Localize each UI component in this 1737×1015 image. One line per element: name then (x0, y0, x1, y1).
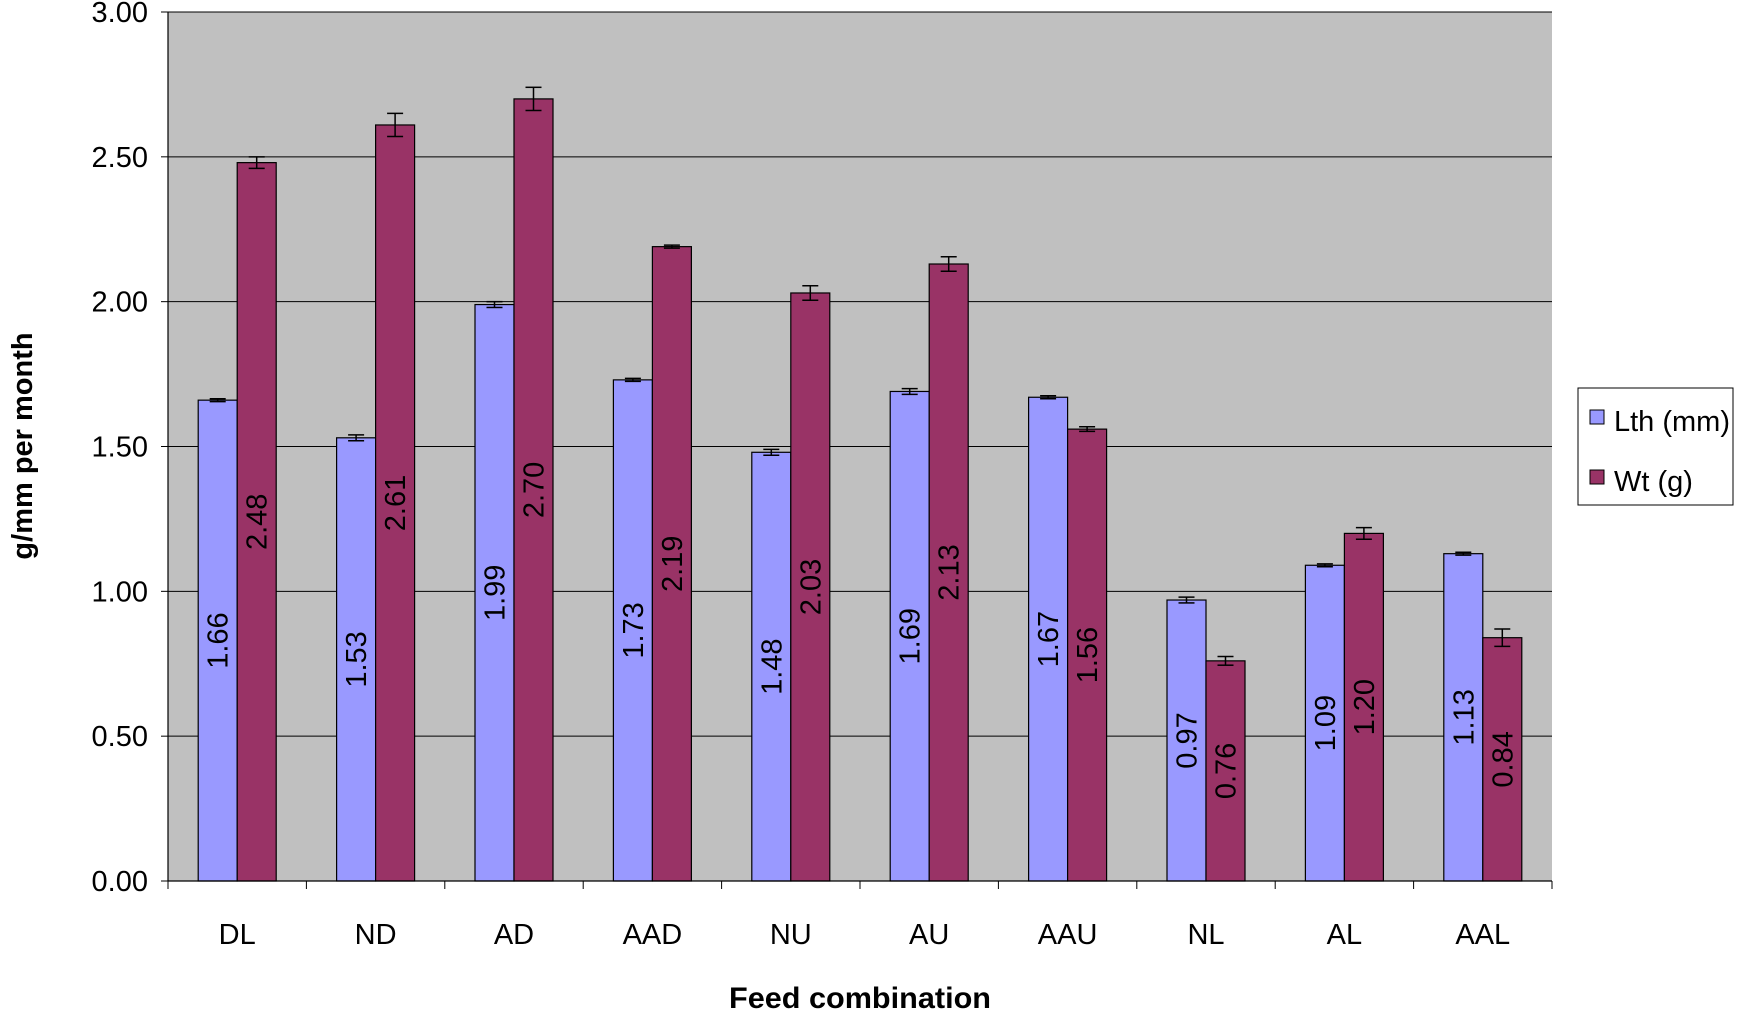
bar (751, 451, 792, 882)
data-label: 1.66 (203, 612, 235, 668)
data-label: 1.20 (1349, 679, 1381, 735)
bar (1027, 396, 1069, 882)
legend-swatch-lth (1589, 409, 1605, 425)
y-tick-label: 3.00 (92, 0, 148, 29)
bar (790, 292, 831, 882)
x-tick-label: AAL (1455, 919, 1510, 951)
data-label: 2.19 (657, 536, 689, 592)
data-label: 0.84 (1487, 731, 1519, 787)
data-label: 1.53 (341, 631, 373, 687)
data-label: 1.56 (1072, 627, 1104, 683)
data-label: 0.97 (1172, 712, 1204, 768)
bar (1482, 637, 1523, 882)
bar (474, 303, 515, 882)
x-tick-label: AD (494, 919, 534, 951)
data-label: 1.73 (618, 602, 650, 658)
x-axis-title: Feed combination (729, 982, 991, 1015)
x-tick-label: AAU (1038, 919, 1098, 951)
y-tick-label: 2.50 (92, 142, 148, 174)
bars: 1.66 2.48 1.53 2.61 1.99 2.70 1.732.19 1.482.03… (197, 86, 1523, 882)
bar (1343, 532, 1385, 882)
x-tick-label: NU (770, 919, 812, 951)
bar (889, 390, 930, 882)
tick-labels: 0.00 0.50 1.00 1.50 2.00 2.50 3.00 DL ND AD AAD NU A… (92, 0, 1511, 951)
y-tick-label: 2.00 (92, 287, 148, 319)
x-tick-label: NL (1187, 919, 1224, 951)
legend-label-lth: Lth (mm) (1614, 406, 1730, 438)
data-label: 2.70 (519, 462, 551, 518)
y-tick-label: 0.00 (92, 866, 148, 898)
data-label: 1.13 (1448, 689, 1480, 745)
data-label: 2.13 (934, 544, 966, 600)
x-tick-label: AAD (623, 919, 683, 951)
x-tick-label: ND (355, 919, 397, 951)
y-axis-title: g/mm per month (7, 332, 39, 559)
x-tick-label: AL (1327, 919, 1362, 951)
y-tick-label: 1.50 (92, 432, 148, 464)
data-label: 1.09 (1310, 695, 1342, 751)
data-label: 1.67 (1033, 611, 1065, 667)
axes (161, 11, 1553, 889)
data-label: 2.61 (380, 475, 412, 531)
data-label: 1.48 (756, 638, 788, 694)
legend-swatch-wt (1589, 469, 1605, 485)
legend: Lth (mm) Wt (g) (1577, 387, 1734, 506)
bar (236, 162, 277, 882)
data-label: 2.03 (795, 559, 827, 615)
data-label: 1.69 (895, 608, 927, 664)
x-tick-label: DL (219, 919, 256, 951)
x-tick-label: AU (909, 919, 949, 951)
y-tick-label: 0.50 (92, 721, 148, 753)
bar (651, 246, 693, 882)
data-label: 2.48 (242, 494, 274, 550)
legend-box (1577, 387, 1734, 506)
data-label: 0.76 (1211, 743, 1243, 799)
data-label: 1.99 (480, 565, 512, 621)
bar (375, 124, 416, 882)
legend-label-wt: Wt (g) (1614, 466, 1693, 498)
bar (928, 263, 969, 882)
y-tick-label: 1.00 (92, 576, 148, 608)
